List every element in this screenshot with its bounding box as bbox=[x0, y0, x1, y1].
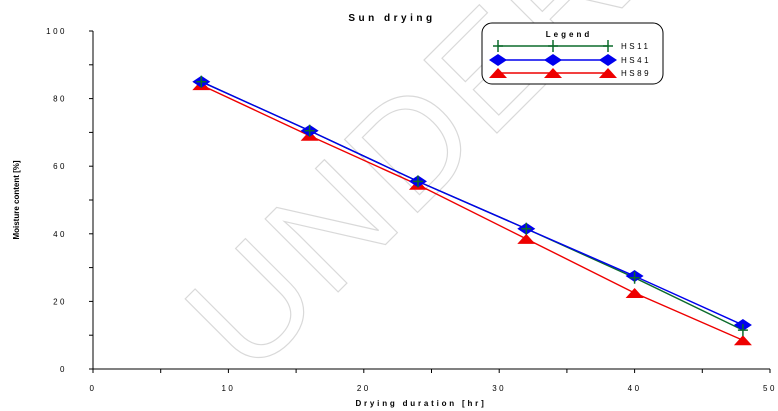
y-tick-label: 40 bbox=[53, 230, 67, 239]
x-axis-label: Drying duration [hr] bbox=[355, 399, 486, 408]
y-axis-label: Moisture content [%] bbox=[12, 160, 21, 239]
series-line-hs89 bbox=[201, 84, 744, 341]
legend-label-hs41: HS41 bbox=[621, 56, 651, 65]
series-hs41 bbox=[201, 81, 744, 326]
x-tick-label: 10 bbox=[221, 384, 235, 393]
legend-box bbox=[481, 22, 664, 85]
y-tick-label: 80 bbox=[53, 95, 67, 104]
legend-marker-hs89 bbox=[544, 68, 562, 78]
legend-entry-hs41: HS41 bbox=[489, 54, 651, 66]
x-tick-label: 30 bbox=[492, 384, 506, 393]
legend-marker-hs41 bbox=[489, 54, 507, 66]
legend-marker-hs11 bbox=[548, 40, 558, 52]
legend-marker-hs11 bbox=[603, 40, 613, 52]
legend-marker-hs11 bbox=[493, 40, 503, 52]
legend-marker-hs89 bbox=[489, 68, 507, 78]
data-point-hs11 bbox=[412, 175, 423, 188]
y-axis-ticks: 0 20 40 60 80 100 bbox=[46, 27, 93, 374]
legend-label-hs89: HS89 bbox=[621, 69, 651, 78]
y-tick-label: 20 bbox=[53, 297, 67, 306]
legend: Legend HS11 HS41 HS89 bbox=[481, 22, 664, 85]
chart-title: Sun drying bbox=[348, 13, 435, 24]
data-point-hs11 bbox=[629, 271, 640, 284]
legend-label-hs11: HS11 bbox=[621, 42, 650, 51]
legend-entry-hs11: HS11 bbox=[493, 40, 650, 52]
markers-hs11 bbox=[196, 75, 748, 337]
data-point-hs89 bbox=[733, 335, 752, 346]
legend-marker-hs41 bbox=[599, 54, 617, 66]
data-point-hs89 bbox=[625, 287, 644, 298]
data-point-hs11 bbox=[521, 222, 532, 235]
data-point-hs89 bbox=[517, 233, 536, 244]
y-tick-label: 60 bbox=[53, 162, 67, 171]
x-tick-label: 0 bbox=[90, 384, 97, 393]
series-layer bbox=[192, 75, 752, 346]
x-tick-label: 20 bbox=[357, 384, 371, 393]
series-line-hs41 bbox=[201, 81, 744, 326]
x-axis-ticks: 0 10 20 30 40 50 bbox=[90, 369, 777, 393]
data-point-hs11 bbox=[196, 75, 207, 88]
watermark-text: UNDER PEER REVIEW bbox=[154, 0, 778, 403]
data-point-hs11 bbox=[304, 124, 315, 137]
legend-items: HS11 HS41 HS89 bbox=[489, 40, 651, 78]
watermark: UNDER PEER REVIEW bbox=[153, 0, 778, 403]
legend-marker-hs41 bbox=[544, 54, 562, 66]
x-tick-label: 50 bbox=[763, 384, 777, 393]
legend-marker-hs89 bbox=[599, 68, 617, 78]
data-point-hs11 bbox=[737, 324, 748, 337]
series-hs89 bbox=[201, 84, 744, 341]
y-tick-label: 0 bbox=[60, 365, 67, 374]
y-tick-label: 100 bbox=[46, 27, 67, 36]
legend-title: Legend bbox=[546, 30, 592, 39]
legend-entry-hs89: HS89 bbox=[489, 68, 651, 78]
x-tick-label: 40 bbox=[628, 384, 642, 393]
